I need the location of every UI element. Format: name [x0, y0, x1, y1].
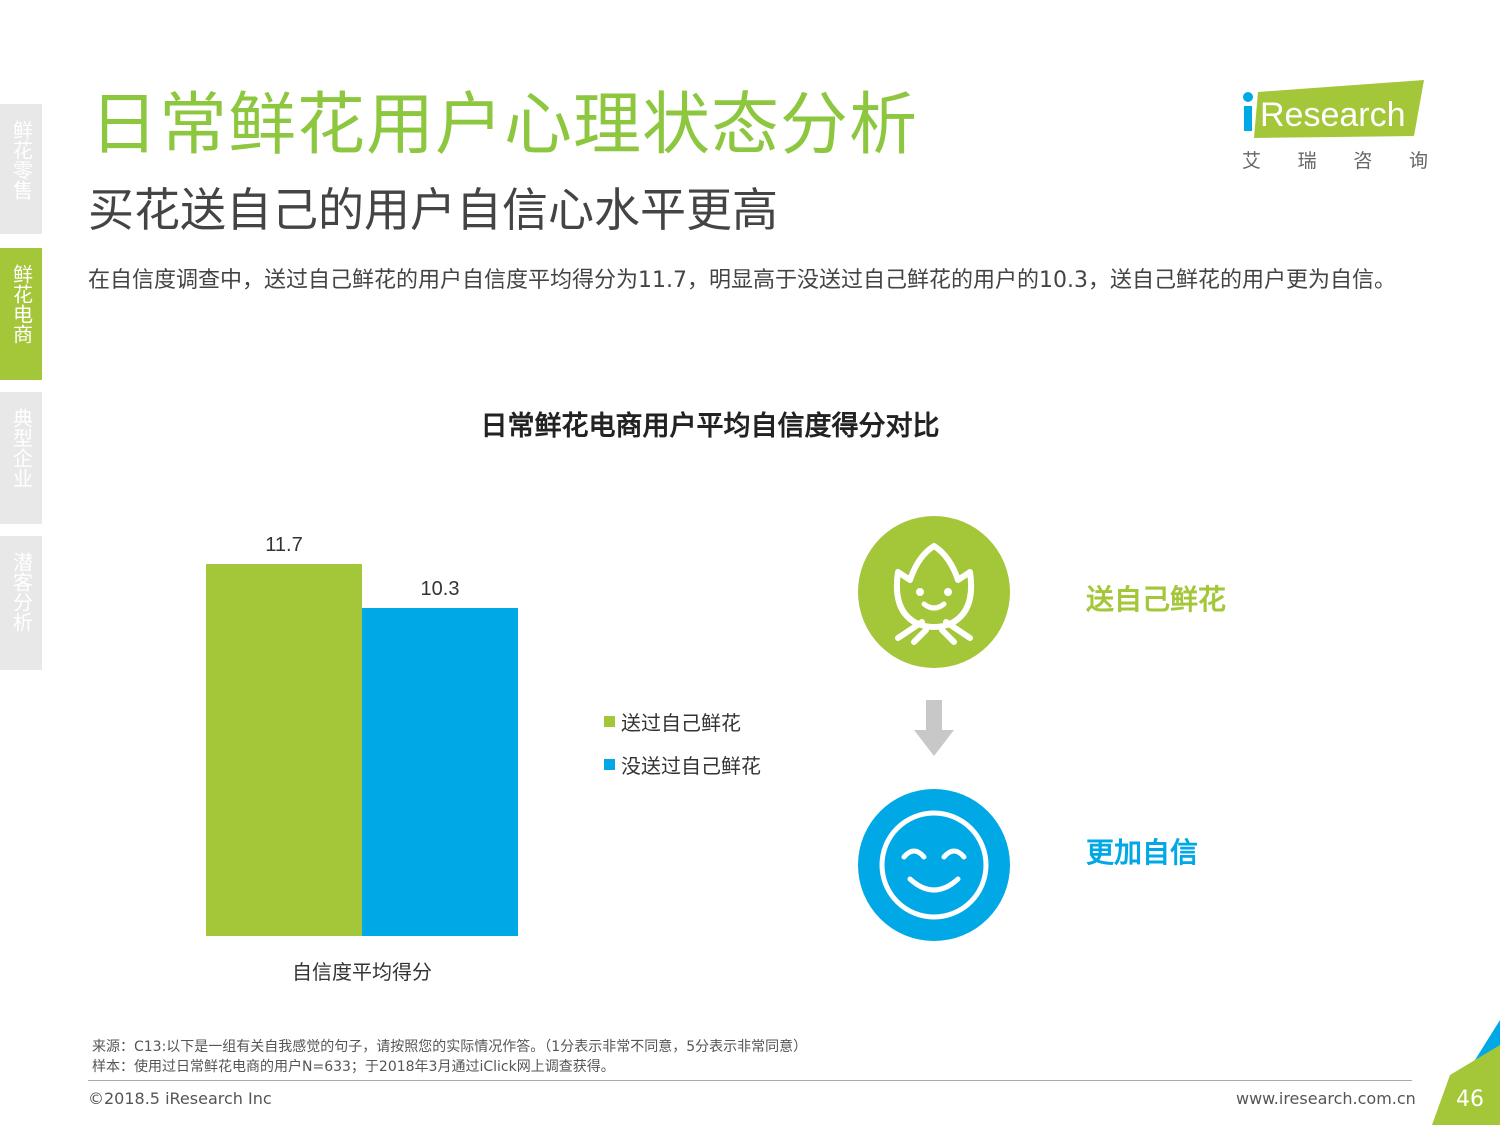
nav-item-label: 典型企业	[9, 408, 34, 488]
iresearch-logo: Research	[1243, 80, 1424, 138]
bar-chart: 11.7 10.3	[206, 534, 518, 936]
logo-cn-char: 询	[1408, 150, 1428, 172]
copyright: ©2018.5 iResearch Inc	[88, 1089, 272, 1108]
nav-item-flower-ecommerce[interactable]: 鲜花电商	[0, 248, 42, 380]
logo-cn-text: 艾 瑞 咨 询	[1242, 146, 1428, 173]
arrow-down-icon	[914, 700, 954, 756]
data-label: 11.7	[265, 534, 302, 556]
legend-entry: 送过自己鲜花	[604, 700, 761, 743]
flower-face-icon	[858, 516, 1010, 668]
page-description: 在自信度调查中，送过自己鲜花的用户自信度平均得分为11.7，明显高于没送过自己鲜…	[88, 268, 1396, 293]
bar-gifted-self	[206, 564, 362, 936]
illustration-label-bottom: 更加自信	[1086, 836, 1199, 869]
nav-item-label: 潜客分析	[9, 552, 34, 632]
chart-legend: 送过自己鲜花 没送过自己鲜花	[604, 700, 761, 786]
bar-not-gifted-self	[362, 608, 518, 936]
logo-cn-char: 瑞	[1297, 150, 1317, 172]
legend-entry: 没送过自己鲜花	[604, 743, 761, 786]
data-label: 10.3	[421, 578, 460, 600]
legend-swatch-blue	[604, 759, 615, 770]
nav-item-label: 鲜花电商	[9, 264, 34, 344]
source-note: 来源：C13:以下是一组有关自我感觉的句子，请按照您的实际情况作答。（1分表示非…	[92, 1039, 808, 1055]
nav-item-typical-companies[interactable]: 典型企业	[0, 392, 42, 524]
footer-divider	[88, 1080, 1412, 1081]
chart-title: 日常鲜花电商用户平均自信度得分对比	[480, 411, 940, 442]
nav-item-flower-retail[interactable]: 鲜花零售	[0, 104, 42, 234]
page-subtitle: 买花送自己的用户自信心水平更高	[88, 183, 778, 237]
smiley-face-icon	[858, 789, 1010, 941]
illustration-label-top: 送自己鲜花	[1086, 583, 1227, 616]
logo-wordmark: Research	[1260, 96, 1406, 134]
sample-note: 样本：使用过日常鲜花电商的用户N=633；于2018年3月通过iClick网上调…	[92, 1059, 615, 1075]
page-number: 46	[1456, 1087, 1484, 1112]
page-title: 日常鲜花用户心理状态分析	[90, 86, 919, 165]
legend-label: 送过自己鲜花	[621, 711, 741, 735]
legend-label: 没送过自己鲜花	[621, 754, 761, 778]
corner-decoration	[1432, 1020, 1500, 1125]
nav-item-potential-customers[interactable]: 潜客分析	[0, 536, 42, 670]
x-category-label: 自信度平均得分	[292, 960, 432, 984]
nav-item-label: 鲜花零售	[9, 120, 34, 200]
logo-cn-char: 艾	[1242, 150, 1262, 172]
website-link[interactable]: www.iresearch.com.cn	[1236, 1089, 1416, 1108]
legend-swatch-green	[604, 716, 615, 727]
logo-cn-char: 咨	[1353, 150, 1373, 172]
